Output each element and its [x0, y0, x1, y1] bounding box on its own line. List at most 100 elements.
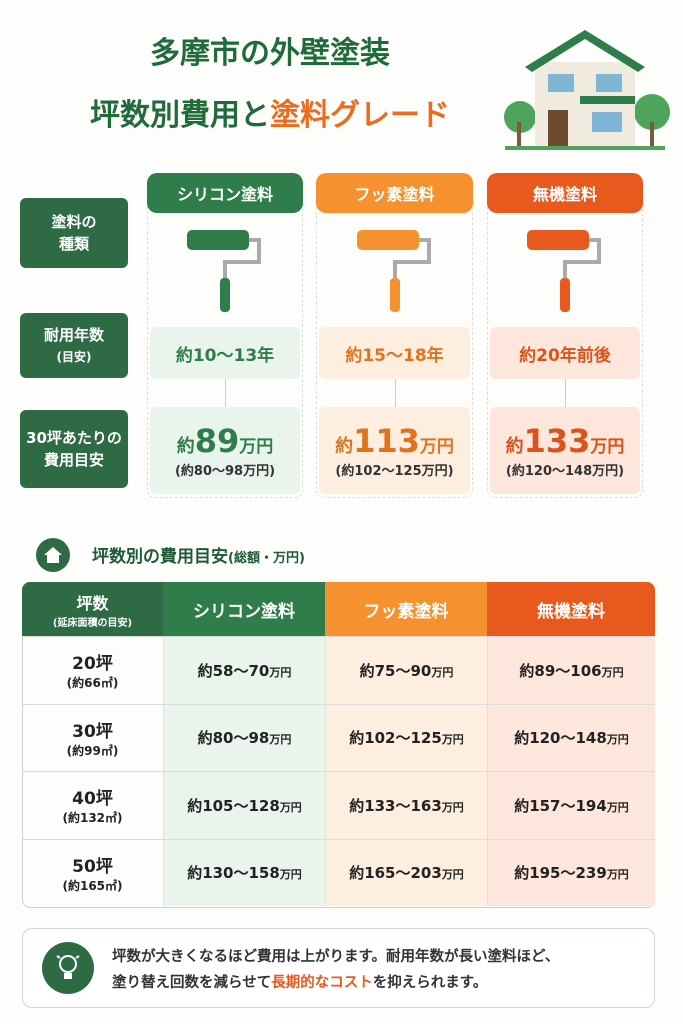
cell-range: 約105〜128	[187, 796, 280, 815]
grade-header: 無機塗料	[487, 173, 643, 213]
table-cell: 約130〜158 万円	[163, 838, 325, 906]
price-line: 約89万円	[177, 422, 274, 460]
cell-range: 約58〜70	[197, 661, 270, 680]
table-header-label: 坪数 (延床面積の目安)	[22, 582, 163, 636]
table-cell: 約133〜163 万円	[325, 771, 487, 839]
price-box: 約89万円 (約80〜98万円)	[150, 407, 300, 494]
cell-range: 約89〜106	[519, 661, 602, 680]
row-label: 塗料の 種類	[20, 198, 128, 268]
price-line: 約113万円	[335, 422, 454, 460]
cell-unit: 万円	[279, 800, 302, 814]
cell-unit: 万円	[269, 733, 292, 747]
table-column-header: フッ素塗料	[325, 582, 487, 636]
cell-unit: 万円	[269, 665, 292, 679]
row-label: 耐用年数 (目安)	[20, 313, 128, 378]
price-unit: 万円	[239, 437, 274, 457]
price-box: 約113万円 (約102〜125万円)	[319, 407, 470, 494]
price-unit: 万円	[419, 437, 454, 457]
tsubo: 50坪	[72, 856, 113, 877]
row-label-sub: (目安)	[56, 349, 92, 364]
table-cell: 約89〜106 万円	[487, 636, 655, 704]
section-title-main: 坪数別の費用目安	[92, 547, 228, 567]
title-line2: 坪数別費用と塗料グレード	[40, 90, 500, 134]
table-cell: 約75〜90 万円	[325, 636, 487, 704]
cell-unit: 万円	[606, 800, 629, 814]
cell-unit: 万円	[441, 733, 464, 747]
price-box: 約133万円 (約120〜148万円)	[490, 407, 640, 494]
roller-icon	[525, 226, 605, 316]
price-prefix: 約	[335, 436, 354, 457]
roller-icon	[185, 226, 265, 316]
header-sub: (延床面積の目安)	[52, 617, 133, 629]
section-icon	[36, 538, 70, 572]
connector	[394, 379, 396, 407]
row-header: 20坪 (約66㎡)	[22, 636, 163, 704]
cell-range: 約133〜163	[349, 796, 442, 815]
area: (約165㎡)	[62, 878, 123, 893]
price-range: (約80〜98万円)	[174, 464, 276, 479]
durability: 約10〜13年	[150, 327, 300, 379]
table-cell: 約102〜125 万円	[325, 703, 487, 771]
row-header: 30坪 (約99㎡)	[22, 703, 163, 772]
row-header: 40坪 (約132㎡)	[22, 771, 163, 839]
table-column-header: 無機塗料	[487, 582, 655, 636]
table-cell: 約105〜128 万円	[163, 771, 325, 839]
table-column-header: シリコン塗料	[163, 582, 325, 636]
cell-range: 約165〜203	[349, 864, 442, 883]
area: (約132㎡)	[62, 811, 123, 826]
row-header: 50坪 (約165㎡)	[22, 838, 163, 907]
cell-unit: 万円	[279, 868, 302, 882]
cell-range: 約120〜148	[514, 729, 607, 748]
title-part: 坪数別費用と	[90, 98, 270, 133]
tsubo: 20坪	[72, 654, 113, 675]
table-cell: 約58〜70 万円	[163, 636, 325, 704]
cell-range: 約102〜125	[349, 729, 442, 748]
cell-unit: 万円	[606, 733, 629, 747]
note-box	[22, 928, 655, 1008]
house-illustration	[504, 30, 670, 150]
roller-icon	[355, 226, 435, 316]
title-line1: 多摩市の外壁塗装	[150, 36, 390, 71]
area: (約99㎡)	[66, 743, 119, 758]
price-amount: 133	[523, 422, 591, 460]
row-label-text: 塗料の 種類	[51, 213, 97, 253]
cell-unit: 万円	[441, 868, 464, 882]
grade-header: シリコン塗料	[147, 173, 303, 213]
connector	[565, 379, 566, 407]
note-highlight: 長期的なコスト	[271, 975, 373, 991]
title-highlight: 塗料グレード	[270, 98, 450, 133]
bulb-icon	[42, 942, 94, 994]
table-cell: 約80〜98 万円	[163, 703, 325, 771]
cell-range: 約80〜98	[197, 729, 270, 748]
cell-range: 約75〜90	[359, 661, 432, 680]
area: (約66㎡)	[66, 676, 119, 691]
table-cell: 約120〜148 万円	[487, 703, 655, 771]
note-part: を抑えられます。	[372, 975, 488, 991]
table-cell: 約195〜239 万円	[487, 838, 655, 906]
cell-unit: 万円	[606, 868, 629, 882]
grade-header: フッ素塗料	[316, 173, 473, 213]
row-label-text: 耐用年数	[43, 325, 104, 344]
section-title: 坪数別の費用目安(総額・万円)	[92, 542, 305, 567]
tsubo: 40坪	[72, 789, 113, 810]
cell-range: 約130〜158	[187, 864, 280, 883]
table-cell: 約157〜194 万円	[487, 771, 655, 839]
table-cell: 約165〜203 万円	[325, 838, 487, 906]
note-line: 塗り替え回数を減らせて長期的なコストを抑えられます。	[112, 970, 559, 996]
price-range: (約102〜125万円)	[335, 464, 454, 479]
tsubo: 30坪	[72, 721, 113, 742]
cell-range: 約157〜194	[514, 796, 607, 815]
price-amount: 113	[353, 422, 420, 460]
cell-unit: 万円	[431, 665, 454, 679]
cell-range: 約195〜239	[514, 864, 607, 883]
price-amount: 89	[194, 422, 240, 460]
note-text: 坪数が大きくなるほど費用は上がります。耐用年数が長い塗料ほど、 塗り替え回数を減…	[112, 944, 559, 996]
price-line: 約133万円	[506, 422, 625, 460]
price-range: (約120〜148万円)	[505, 464, 625, 479]
note-line: 坪数が大きくなるほど費用は上がります。耐用年数が長い塗料ほど、	[112, 949, 560, 965]
durability: 約15〜18年	[319, 327, 470, 379]
durability: 約20年前後	[490, 327, 640, 379]
row-label: 30坪あたりの 費用目安	[20, 410, 128, 488]
row-label-text: 30坪あたりの 費用目安	[26, 429, 122, 469]
